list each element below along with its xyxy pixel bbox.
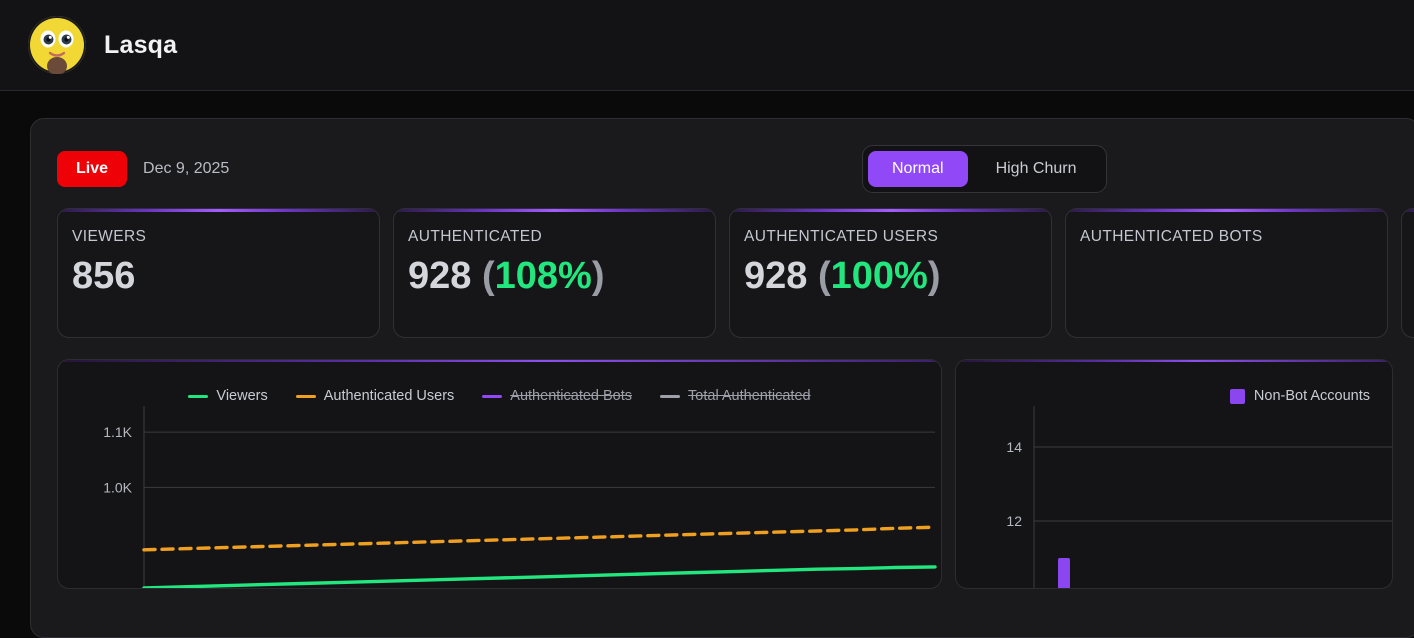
- stat-card-percent: 108%: [494, 255, 592, 297]
- legend-item-authenticated-users[interactable]: Authenticated Users: [295, 388, 455, 404]
- stat-card-value: 928 (108%): [408, 255, 701, 298]
- y-axis-tick-label: 1.1K: [103, 424, 132, 440]
- legend-label: Total Authenticated: [688, 388, 811, 404]
- legend-item-authenticated-bots[interactable]: Authenticated Bots: [482, 388, 632, 404]
- stat-card-viewers[interactable]: VIEWERS 856: [57, 208, 380, 338]
- paren-close: ): [927, 255, 941, 297]
- stat-card-number: 928: [744, 255, 808, 297]
- smiley-face-avatar: [28, 16, 86, 74]
- stat-card-percent: 100%: [830, 255, 928, 297]
- bar-chart-plot: 14 12 10: [956, 406, 1392, 589]
- avatar: [28, 16, 86, 74]
- stat-card-overflow[interactable]: [1401, 208, 1414, 338]
- date-label: Dec 9, 2025: [143, 160, 230, 177]
- stat-card-label: AUTHENTICATED USERS: [744, 228, 939, 245]
- dashboard-panel: Live Dec 9, 2025 Normal High Churn VIEWE…: [30, 118, 1414, 638]
- line-chart-plot: 1.1K1.0K800: [58, 406, 941, 588]
- stat-card-label: AUTHENTICATED: [408, 228, 543, 245]
- stat-card-authenticated-bots[interactable]: AUTHENTICATED BOTS: [1065, 208, 1388, 338]
- line-series-viewers: [142, 565, 937, 588]
- legend-swatch-icon: [482, 394, 503, 398]
- bar-chart-legend: Non-Bot Accounts: [956, 360, 1392, 406]
- line-chart-legend: Viewers Authenticated Users Authenticate…: [58, 360, 941, 406]
- app-header: Lasqa: [0, 0, 1414, 91]
- y-axis-tick-label: 12: [1006, 513, 1022, 529]
- line-series-authenticated-users: [142, 525, 937, 552]
- legend-swatch-icon: [295, 394, 316, 398]
- legend-item-viewers[interactable]: Viewers: [188, 388, 268, 404]
- y-axis-tick-label: 1.0K: [103, 479, 132, 495]
- legend-swatch-icon: [1229, 388, 1245, 404]
- stat-card-authenticated-users[interactable]: AUTHENTICATED USERS 928 (100%): [729, 208, 1052, 338]
- panel-toolbar: Live Dec 9, 2025 Normal High Churn: [57, 145, 1393, 193]
- live-status-badge: Live: [57, 151, 128, 187]
- legend-swatch-icon: [188, 394, 209, 398]
- mode-button-normal[interactable]: Normal: [868, 151, 968, 187]
- legend-swatch-icon: [660, 394, 681, 398]
- bar-chart-card: Non-Bot Accounts 14 12 10: [955, 359, 1393, 589]
- stat-card-label: VIEWERS: [72, 228, 147, 245]
- y-axis-tick-label: 10: [1006, 587, 1022, 589]
- stat-card-number: 856: [72, 255, 136, 297]
- y-axis-tick-label: 14: [1006, 439, 1022, 455]
- legend-item-total-authenticated[interactable]: Total Authenticated: [660, 388, 811, 404]
- mode-toggle-group: Normal High Churn: [862, 145, 1107, 193]
- line-chart-card: Viewers Authenticated Users Authenticate…: [57, 359, 942, 589]
- stat-card-row: VIEWERS 856 AUTHENTICATED 928 (108%) AUT…: [57, 208, 1414, 338]
- bar[interactable]: [1058, 558, 1070, 589]
- chart-row: Viewers Authenticated Users Authenticate…: [57, 359, 1393, 589]
- legend-label: Authenticated Bots: [510, 388, 633, 404]
- stat-card-value: 856: [72, 255, 365, 298]
- legend-label: Viewers: [216, 388, 268, 404]
- page-title: Lasqa: [104, 30, 178, 59]
- legend-label: Non-Bot Accounts: [1253, 388, 1370, 404]
- stat-card-number: 928: [408, 255, 472, 297]
- mode-button-high-churn[interactable]: High Churn: [972, 151, 1101, 187]
- paren-close: ): [591, 255, 605, 297]
- stat-card-label: AUTHENTICATED BOTS: [1080, 228, 1263, 245]
- paren-open: (: [481, 255, 495, 297]
- stat-card-value: 928 (100%): [744, 255, 1037, 298]
- legend-label: Authenticated Users: [323, 388, 455, 404]
- stat-card-authenticated[interactable]: AUTHENTICATED 928 (108%): [393, 208, 716, 338]
- paren-open: (: [817, 255, 831, 297]
